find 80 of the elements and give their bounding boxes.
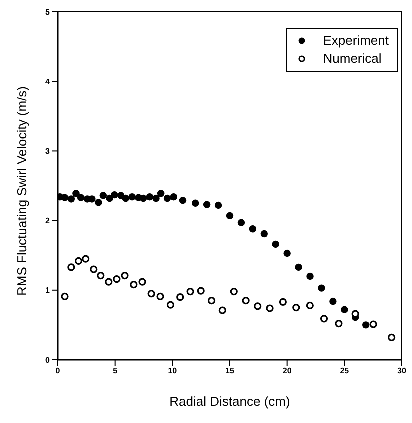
point bbox=[148, 290, 156, 298]
point bbox=[77, 194, 85, 202]
y-tick-label: 0 bbox=[46, 356, 51, 365]
x-axis-title: Radial Distance (cm) bbox=[170, 394, 290, 409]
point bbox=[230, 288, 238, 296]
x-tick-label: 30 bbox=[398, 366, 407, 376]
point bbox=[335, 320, 343, 328]
point bbox=[192, 200, 200, 207]
point bbox=[113, 275, 121, 284]
point bbox=[157, 190, 165, 198]
point bbox=[128, 194, 136, 201]
point bbox=[166, 301, 175, 309]
point bbox=[330, 298, 337, 306]
point bbox=[284, 250, 291, 258]
point bbox=[370, 320, 378, 328]
point bbox=[111, 191, 118, 199]
point bbox=[68, 196, 76, 203]
y-tick-label: 3 bbox=[46, 147, 51, 156]
legend-label: Numerical bbox=[323, 50, 382, 68]
x-tick-label: 25 bbox=[340, 366, 350, 376]
point bbox=[388, 334, 396, 342]
y-tick-label: 5 bbox=[46, 8, 51, 17]
point bbox=[146, 194, 154, 201]
point bbox=[318, 284, 326, 292]
y-axis-title: RMS Fluctuating Swirl Velocity (m/s) bbox=[14, 86, 30, 296]
x-tick-label: 20 bbox=[282, 366, 292, 376]
point bbox=[106, 194, 114, 202]
point bbox=[242, 297, 250, 305]
point bbox=[61, 194, 69, 202]
point bbox=[197, 287, 205, 295]
point bbox=[306, 302, 314, 310]
point bbox=[362, 322, 370, 329]
point bbox=[95, 199, 102, 206]
point bbox=[208, 297, 216, 305]
point bbox=[203, 201, 211, 208]
y-tick-label: 1 bbox=[46, 286, 51, 296]
x-tick-label: 5 bbox=[113, 366, 118, 376]
point bbox=[140, 194, 148, 202]
point bbox=[306, 272, 314, 280]
point bbox=[100, 192, 108, 200]
point bbox=[122, 194, 130, 202]
point bbox=[260, 230, 268, 238]
point bbox=[226, 212, 234, 220]
x-tick-label: 0 bbox=[56, 366, 61, 376]
point bbox=[74, 257, 83, 265]
point bbox=[152, 194, 160, 202]
point bbox=[179, 197, 187, 204]
x-tick-label: 10 bbox=[168, 366, 178, 376]
point bbox=[61, 292, 69, 300]
point bbox=[130, 281, 138, 289]
point bbox=[72, 190, 80, 198]
point bbox=[88, 196, 96, 203]
point bbox=[90, 266, 98, 274]
point bbox=[97, 272, 105, 280]
point bbox=[254, 302, 262, 310]
point bbox=[214, 202, 222, 210]
legend-label: Experiment bbox=[323, 32, 389, 50]
x-tick-label: 15 bbox=[226, 366, 235, 376]
point bbox=[176, 294, 184, 302]
y-tick-label: 4 bbox=[46, 77, 51, 86]
point bbox=[249, 226, 257, 233]
point bbox=[68, 264, 76, 272]
point bbox=[292, 304, 300, 312]
point bbox=[121, 272, 129, 280]
point bbox=[266, 304, 274, 312]
point bbox=[272, 240, 280, 248]
y-tick-label: 2 bbox=[46, 216, 51, 226]
point bbox=[186, 288, 194, 296]
point bbox=[218, 306, 226, 314]
point bbox=[279, 298, 288, 306]
point bbox=[156, 292, 164, 300]
point bbox=[320, 315, 328, 323]
point bbox=[295, 264, 302, 272]
point bbox=[170, 194, 178, 201]
point bbox=[164, 194, 172, 202]
point bbox=[341, 306, 348, 314]
point bbox=[82, 255, 90, 263]
point bbox=[105, 278, 113, 286]
point bbox=[138, 278, 146, 286]
point bbox=[238, 219, 246, 226]
